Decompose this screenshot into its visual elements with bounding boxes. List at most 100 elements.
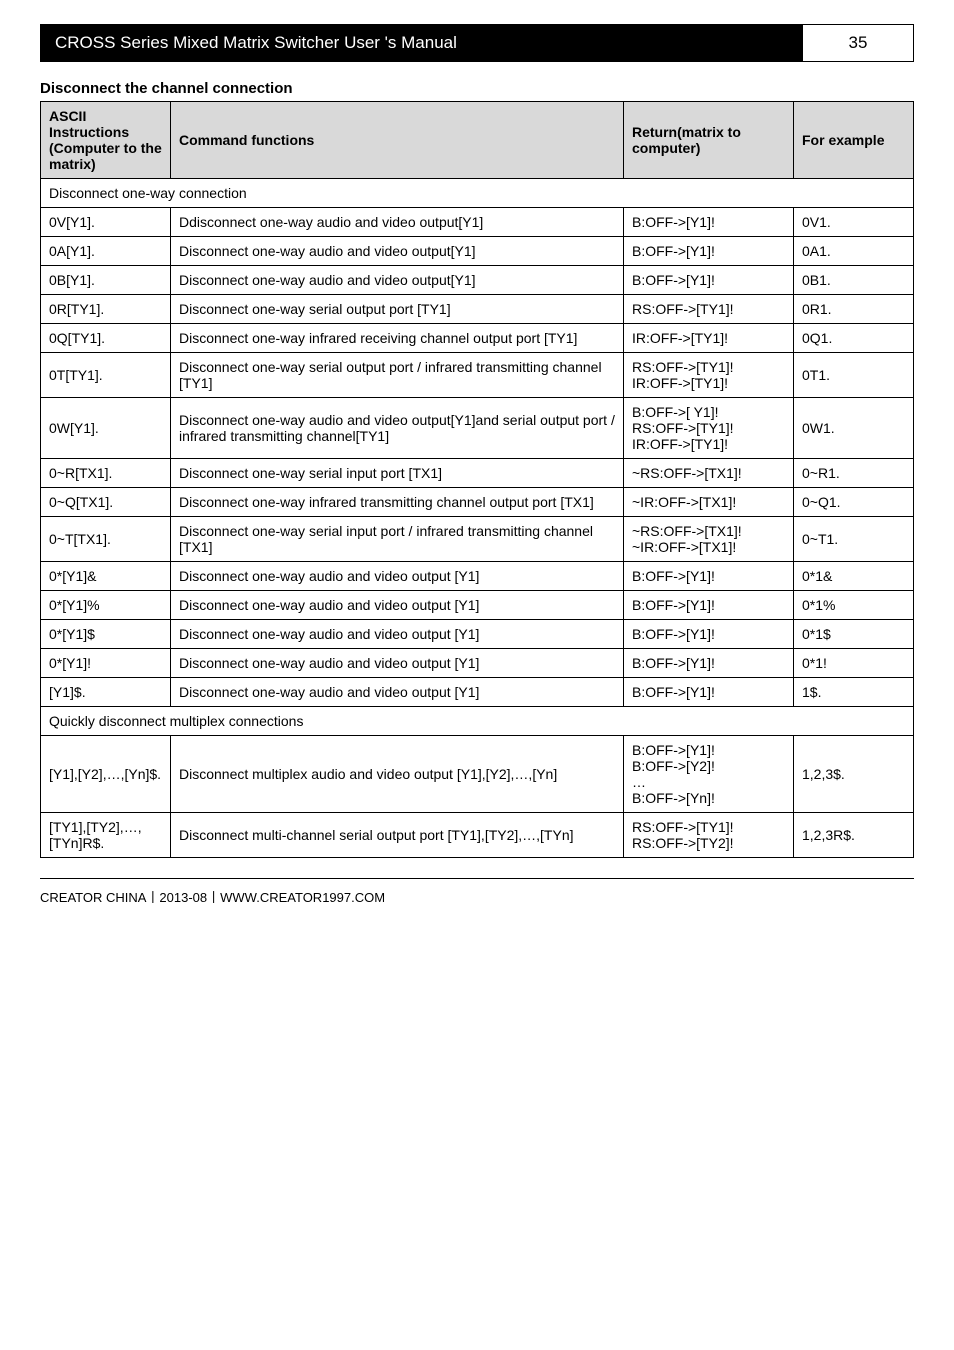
table-cell: 0A1. xyxy=(794,237,914,266)
table-cell: Ddisconnect one-way audio and video outp… xyxy=(171,208,624,237)
table-cell: 0Q[TY1]. xyxy=(41,324,171,353)
table-cell: Disconnect one-way audio and video outpu… xyxy=(171,591,624,620)
table-cell: 0W1. xyxy=(794,398,914,459)
table-row: [Y1],[Y2],…,[Yn]$.Disconnect multiplex a… xyxy=(41,736,914,813)
table-cell: 0T1. xyxy=(794,353,914,398)
table-cell: ~RS:OFF->[TX1]!~IR:OFF->[TX1]! xyxy=(624,517,794,562)
table-row: 0~T[TX1].Disconnect one-way serial input… xyxy=(41,517,914,562)
table-row: 0~R[TX1].Disconnect one-way serial input… xyxy=(41,459,914,488)
table-cell: Disconnect one-way audio and video outpu… xyxy=(171,266,624,295)
table-cell: B:OFF->[Y1]! xyxy=(624,678,794,707)
table-cell: 0V[Y1]. xyxy=(41,208,171,237)
page-number: 35 xyxy=(803,25,913,61)
table-cell: Disconnect one-way serial input port [TX… xyxy=(171,459,624,488)
footer-text: CREATOR CHINA丨2013-08丨WWW.CREATOR1997.CO… xyxy=(40,878,914,906)
table-cell: 0~T[TX1]. xyxy=(41,517,171,562)
table-cell: 0~R[TX1]. xyxy=(41,459,171,488)
table-cell: 1,2,3$. xyxy=(794,736,914,813)
table-cell: [TY1],[TY2],…,[TYn]R$. xyxy=(41,813,171,858)
table-row: 0*[Y1]!Disconnect one-way audio and vide… xyxy=(41,649,914,678)
col-example: For example xyxy=(794,102,914,179)
table-cell: Disconnect one-way audio and video outpu… xyxy=(171,678,624,707)
col-ascii: ASCII Instructions (Computer to the matr… xyxy=(41,102,171,179)
group-header-cell: Disconnect one-way connection xyxy=(41,179,914,208)
manual-title: CROSS Series Mixed Matrix Switcher User … xyxy=(41,25,803,61)
table-row: 0V[Y1].Ddisconnect one-way audio and vid… xyxy=(41,208,914,237)
table-cell: 0T[TY1]. xyxy=(41,353,171,398)
table-cell: 0~R1. xyxy=(794,459,914,488)
table-cell: B:OFF->[ Y1]!RS:OFF->[TY1]!IR:OFF->[TY1]… xyxy=(624,398,794,459)
table-cell: Disconnect one-way serial output port / … xyxy=(171,353,624,398)
table-cell: 0*[Y1]% xyxy=(41,591,171,620)
table-cell: 0B[Y1]. xyxy=(41,266,171,295)
group-header-row: Quickly disconnect multiplex connections xyxy=(41,707,914,736)
table-cell: 0*[Y1]$ xyxy=(41,620,171,649)
table-row: 0~Q[TX1].Disconnect one-way infrared tra… xyxy=(41,488,914,517)
table-row: 0*[Y1]&Disconnect one-way audio and vide… xyxy=(41,562,914,591)
table-cell: 0Q1. xyxy=(794,324,914,353)
table-cell: B:OFF->[Y1]! xyxy=(624,208,794,237)
table-cell: Disconnect one-way serial input port / i… xyxy=(171,517,624,562)
table-cell: 1$. xyxy=(794,678,914,707)
command-table: ASCII Instructions (Computer to the matr… xyxy=(40,101,914,858)
table-cell: 0*1$ xyxy=(794,620,914,649)
table-cell: ~IR:OFF->[TX1]! xyxy=(624,488,794,517)
table-cell: 0A[Y1]. xyxy=(41,237,171,266)
table-header-row: ASCII Instructions (Computer to the matr… xyxy=(41,102,914,179)
table-row: 0Q[TY1].Disconnect one-way infrared rece… xyxy=(41,324,914,353)
table-cell: Disconnect multi-channel serial output p… xyxy=(171,813,624,858)
table-cell: B:OFF->[Y1]! xyxy=(624,266,794,295)
header-bar: CROSS Series Mixed Matrix Switcher User … xyxy=(40,24,914,62)
table-row: 0B[Y1].Disconnect one-way audio and vide… xyxy=(41,266,914,295)
table-cell: RS:OFF->[TY1]!IR:OFF->[TY1]! xyxy=(624,353,794,398)
table-cell: 0B1. xyxy=(794,266,914,295)
table-row: 0A[Y1].Disconnect one-way audio and vide… xyxy=(41,237,914,266)
table-row: 0R[TY1].Disconnect one-way serial output… xyxy=(41,295,914,324)
table-cell: Disconnect one-way audio and video outpu… xyxy=(171,562,624,591)
table-cell: 0R[TY1]. xyxy=(41,295,171,324)
table-cell: [Y1]$. xyxy=(41,678,171,707)
table-cell: 0~T1. xyxy=(794,517,914,562)
table-cell: Disconnect one-way infrared transmitting… xyxy=(171,488,624,517)
table-cell: Disconnect one-way audio and video outpu… xyxy=(171,237,624,266)
section-title: Disconnect the channel connection xyxy=(40,80,914,97)
table-cell: 0~Q1. xyxy=(794,488,914,517)
table-cell: 0*1! xyxy=(794,649,914,678)
table-cell: 0*1& xyxy=(794,562,914,591)
table-cell: 0V1. xyxy=(794,208,914,237)
table-row: 0*[Y1]%Disconnect one-way audio and vide… xyxy=(41,591,914,620)
table-cell: B:OFF->[Y1]!B:OFF->[Y2]!…B:OFF->[Yn]! xyxy=(624,736,794,813)
table-cell: Disconnect multiplex audio and video out… xyxy=(171,736,624,813)
col-return: Return(matrix to computer) xyxy=(624,102,794,179)
table-cell: Disconnect one-way audio and video outpu… xyxy=(171,649,624,678)
table-cell: Disconnect one-way audio and video outpu… xyxy=(171,620,624,649)
table-row: 0W[Y1].Disconnect one-way audio and vide… xyxy=(41,398,914,459)
table-cell: B:OFF->[Y1]! xyxy=(624,591,794,620)
table-cell: 0~Q[TX1]. xyxy=(41,488,171,517)
col-command: Command functions xyxy=(171,102,624,179)
table-cell: 0*1% xyxy=(794,591,914,620)
table-cell: IR:OFF->[TY1]! xyxy=(624,324,794,353)
table-cell: 0*[Y1]! xyxy=(41,649,171,678)
table-row: 0T[TY1].Disconnect one-way serial output… xyxy=(41,353,914,398)
table-row: 0*[Y1]$Disconnect one-way audio and vide… xyxy=(41,620,914,649)
table-cell: B:OFF->[Y1]! xyxy=(624,237,794,266)
table-cell: RS:OFF->[TY1]!RS:OFF->[TY2]! xyxy=(624,813,794,858)
table-row: [Y1]$.Disconnect one-way audio and video… xyxy=(41,678,914,707)
group-header-row: Disconnect one-way connection xyxy=(41,179,914,208)
table-cell: 0W[Y1]. xyxy=(41,398,171,459)
table-cell: Disconnect one-way infrared receiving ch… xyxy=(171,324,624,353)
table-cell: RS:OFF->[TY1]! xyxy=(624,295,794,324)
table-cell: 1,2,3R$. xyxy=(794,813,914,858)
table-cell: [Y1],[Y2],…,[Yn]$. xyxy=(41,736,171,813)
table-cell: B:OFF->[Y1]! xyxy=(624,562,794,591)
table-row: [TY1],[TY2],…,[TYn]R$.Disconnect multi-c… xyxy=(41,813,914,858)
table-cell: Disconnect one-way audio and video outpu… xyxy=(171,398,624,459)
table-cell: Disconnect one-way serial output port [T… xyxy=(171,295,624,324)
table-cell: 0*[Y1]& xyxy=(41,562,171,591)
table-body: Disconnect one-way connection0V[Y1].Ddis… xyxy=(41,179,914,858)
table-cell: B:OFF->[Y1]! xyxy=(624,620,794,649)
table-cell: 0R1. xyxy=(794,295,914,324)
table-cell: B:OFF->[Y1]! xyxy=(624,649,794,678)
group-header-cell: Quickly disconnect multiplex connections xyxy=(41,707,914,736)
